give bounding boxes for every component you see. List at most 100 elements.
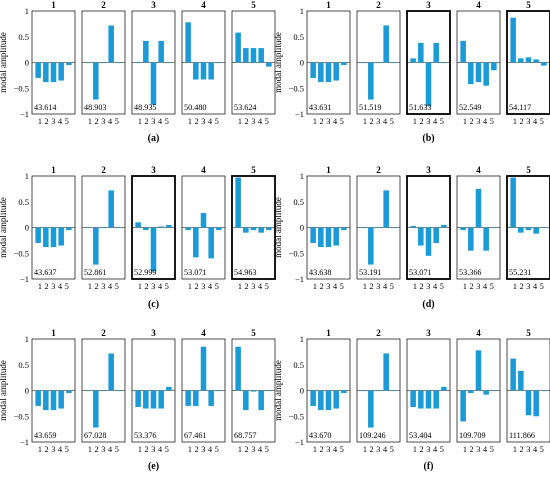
bar-2 bbox=[518, 227, 524, 233]
x-tick-labels: 1 2 3 4 5 bbox=[313, 445, 344, 454]
bar-4 bbox=[383, 25, 389, 63]
subplot-title: 5 bbox=[526, 0, 531, 10]
bar-4 bbox=[258, 390, 264, 411]
frequency-label: 68.757 bbox=[234, 431, 257, 440]
subplot-5: 5 54.963 1 2 3 4 5 bbox=[231, 165, 276, 291]
subplot-5: 5 68.757 1 2 3 4 5 bbox=[231, 328, 276, 454]
y-tick-label: 1 bbox=[300, 6, 304, 16]
bar-1 bbox=[135, 390, 141, 407]
x-tick-labels: 1 2 3 4 5 bbox=[363, 117, 394, 126]
bar-2 bbox=[93, 227, 99, 265]
bar-2 bbox=[318, 390, 324, 411]
bar-3 bbox=[50, 62, 57, 83]
frequency-label: 52.861 bbox=[84, 268, 107, 277]
subplot-4: 4 52.549 1 2 3 4 5 bbox=[456, 0, 501, 126]
bar-5 bbox=[441, 62, 447, 64]
subplot-title: 1 bbox=[326, 0, 331, 10]
bar-1 bbox=[460, 390, 466, 422]
frequency-label: 43.659 bbox=[34, 431, 57, 440]
y-tick-label: 0.5 bbox=[293, 32, 304, 42]
frequency-label: 48.935 bbox=[134, 103, 157, 112]
bar-4 bbox=[483, 227, 489, 251]
x-tick-labels: 1 2 3 4 5 bbox=[238, 117, 269, 126]
x-tick-labels: 1 2 3 4 5 bbox=[138, 445, 169, 454]
subplot-5: 5 55.231 1 2 3 4 5 bbox=[506, 165, 550, 291]
subplot-3: 3 52.999 1 2 3 4 5 bbox=[131, 165, 176, 291]
bar-3 bbox=[525, 390, 532, 416]
bar-5 bbox=[266, 390, 272, 392]
y-tick-label: 0.5 bbox=[293, 360, 304, 370]
bar-2 bbox=[318, 62, 324, 83]
x-tick-labels: 1 2 3 4 5 bbox=[88, 445, 119, 454]
bar-2 bbox=[193, 390, 199, 406]
bar-4 bbox=[208, 390, 214, 406]
subplot-title: 2 bbox=[376, 165, 381, 175]
subplot-3: 3 48.935 1 2 3 4 5 bbox=[131, 0, 176, 126]
x-tick-labels: 1 2 3 4 5 bbox=[413, 282, 444, 291]
bar-1 bbox=[135, 62, 141, 64]
subplot-title: 2 bbox=[101, 0, 106, 10]
subplot-title: 4 bbox=[201, 165, 206, 175]
bar-5 bbox=[541, 390, 547, 392]
bar-1 bbox=[135, 222, 141, 228]
subplot-title: 4 bbox=[201, 0, 206, 10]
y-tick-label: 0 bbox=[25, 386, 29, 396]
bar-1 bbox=[510, 358, 516, 391]
bar-2 bbox=[43, 227, 49, 248]
bar-1 bbox=[510, 17, 516, 63]
subplot-title: 2 bbox=[101, 328, 106, 338]
subplot-2: 2 52.861 1 2 3 4 5 bbox=[81, 165, 126, 291]
bar-2 bbox=[468, 227, 474, 251]
subplot-title: 1 bbox=[326, 328, 331, 338]
bar-4 bbox=[333, 227, 339, 246]
frequency-label: 51.519 bbox=[359, 103, 382, 112]
bar-1 bbox=[410, 225, 416, 228]
frequency-label: 109.246 bbox=[359, 431, 386, 440]
bar-5 bbox=[116, 390, 122, 392]
subplot-title: 1 bbox=[326, 165, 331, 175]
frequency-label: 52.999 bbox=[134, 268, 157, 277]
bar-4 bbox=[208, 62, 214, 80]
chart-group-f: modal amplitude 1 0.5 0 −0.5 −1 1 43.670 1 2 3 4… bbox=[273, 328, 550, 472]
bar-4 bbox=[158, 390, 164, 409]
x-tick-labels: 1 2 3 4 5 bbox=[463, 117, 494, 126]
bar-5 bbox=[441, 386, 447, 391]
y-axis-label: modal amplitude bbox=[273, 197, 283, 258]
frequency-label: 51.633 bbox=[409, 103, 432, 112]
bar-3 bbox=[325, 227, 332, 248]
bar-3 bbox=[50, 390, 57, 411]
bar-3 bbox=[150, 390, 157, 409]
bar-5 bbox=[341, 227, 347, 231]
panel-label: (d) bbox=[422, 299, 434, 310]
bar-2 bbox=[418, 227, 424, 246]
y-axis-label: modal amplitude bbox=[273, 360, 283, 421]
bar-2 bbox=[143, 390, 149, 409]
bar-4 bbox=[383, 353, 389, 391]
subplot-title: 1 bbox=[51, 328, 56, 338]
y-tick-label: 0.5 bbox=[18, 32, 29, 42]
bar-3 bbox=[425, 62, 432, 107]
subplot-2: 2 48.903 1 2 3 4 5 bbox=[81, 0, 126, 126]
bar-3 bbox=[475, 350, 482, 391]
subplot-4: 4 53.366 1 2 3 4 5 bbox=[456, 165, 501, 291]
subplot-title: 3 bbox=[426, 328, 431, 338]
bar-1 bbox=[310, 62, 316, 78]
y-tick-label: 0.5 bbox=[18, 197, 29, 207]
frequency-label: 43.631 bbox=[309, 103, 332, 112]
bar-1 bbox=[235, 177, 241, 228]
bar-1 bbox=[235, 32, 241, 63]
bar-2 bbox=[243, 227, 249, 233]
subplot-title: 4 bbox=[476, 0, 481, 10]
subplot-2: 2 109.246 1 2 3 4 5 bbox=[356, 328, 401, 454]
chart-group-c: modal amplitude 1 0.5 0 −0.5 −1 1 43.637 1 2 3 4… bbox=[0, 165, 276, 310]
bar-5 bbox=[391, 390, 397, 392]
bar-4 bbox=[533, 227, 539, 234]
subplot-title: 2 bbox=[101, 165, 106, 175]
subplot-1: 1 43.638 1 2 3 4 5 bbox=[306, 165, 351, 291]
frequency-label: 52.549 bbox=[459, 103, 482, 112]
y-tick-label: 0.5 bbox=[18, 360, 29, 370]
bar-1 bbox=[360, 62, 366, 64]
bar-4 bbox=[58, 62, 64, 81]
x-tick-labels: 1 2 3 4 5 bbox=[313, 117, 344, 126]
bar-3 bbox=[375, 227, 382, 229]
